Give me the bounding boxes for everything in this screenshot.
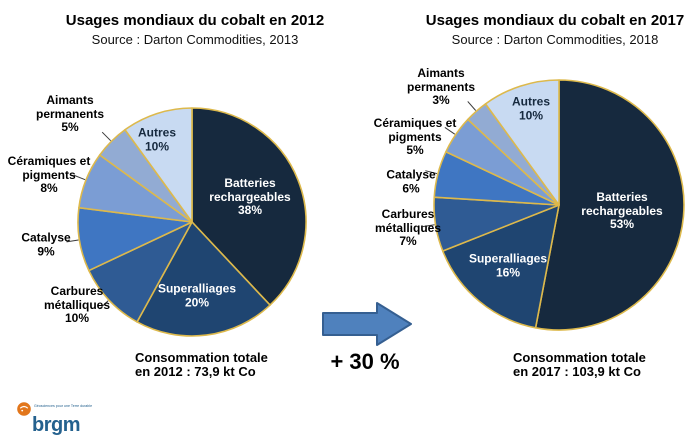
chart-header-2012: Usages mondiaux du cobalt en 2012 Source… bbox=[30, 12, 360, 48]
growth-arrow-icon bbox=[322, 302, 412, 346]
leader-line bbox=[66, 239, 79, 243]
brgm-globe-mark bbox=[19, 405, 29, 409]
leader-line bbox=[425, 170, 438, 175]
pie-slice bbox=[441, 204, 560, 329]
pie-slice bbox=[534, 79, 685, 331]
pie-slice bbox=[136, 221, 271, 337]
leader-line bbox=[422, 224, 435, 228]
brgm-globe-icon bbox=[17, 402, 31, 416]
chart-title-2017: Usages mondiaux du cobalt en 2017 bbox=[425, 12, 685, 29]
total-consumption-2012: Consommation totale en 2012 : 73,9 kt Co bbox=[135, 351, 268, 379]
brgm-tagline: Géosciences pour une Terre durable bbox=[34, 404, 92, 408]
chart-source-2012: Source : Darton Commodities, 2013 bbox=[91, 32, 299, 47]
pie-slice bbox=[191, 107, 307, 306]
leader-line bbox=[99, 300, 109, 310]
pie-slice bbox=[124, 107, 193, 223]
pie-slice bbox=[88, 221, 193, 323]
brgm-logo: Géosciences pour une Terre durable brgm bbox=[17, 402, 92, 436]
pie-2017 bbox=[422, 79, 685, 331]
chart-header-2017: Usages mondiaux du cobalt en 2017 Source… bbox=[390, 12, 700, 48]
growth-percentage-label: + 30 % bbox=[330, 349, 400, 374]
brgm-wordmark: brgm bbox=[32, 414, 80, 436]
pie-slice bbox=[484, 79, 560, 206]
leader-line bbox=[101, 131, 112, 142]
total-line-1: Consommation totale bbox=[135, 350, 268, 365]
leader-line bbox=[73, 174, 86, 181]
leader-line bbox=[444, 127, 456, 135]
chart-title-2012: Usages mondiaux du cobalt en 2012 bbox=[65, 12, 325, 29]
total-line-2: en 2017 : 103,9 kt Co bbox=[513, 364, 641, 379]
pie-2012 bbox=[66, 107, 307, 337]
total-line-2: en 2012 : 73,9 kt Co bbox=[135, 364, 256, 379]
total-consumption-2017: Consommation totale en 2017 : 103,9 kt C… bbox=[513, 351, 646, 379]
chart-source-2017: Source : Darton Commodities, 2018 bbox=[451, 32, 659, 47]
total-line-1: Consommation totale bbox=[513, 350, 646, 365]
leader-line bbox=[467, 101, 477, 111]
brgm-globe-dot bbox=[21, 409, 24, 412]
